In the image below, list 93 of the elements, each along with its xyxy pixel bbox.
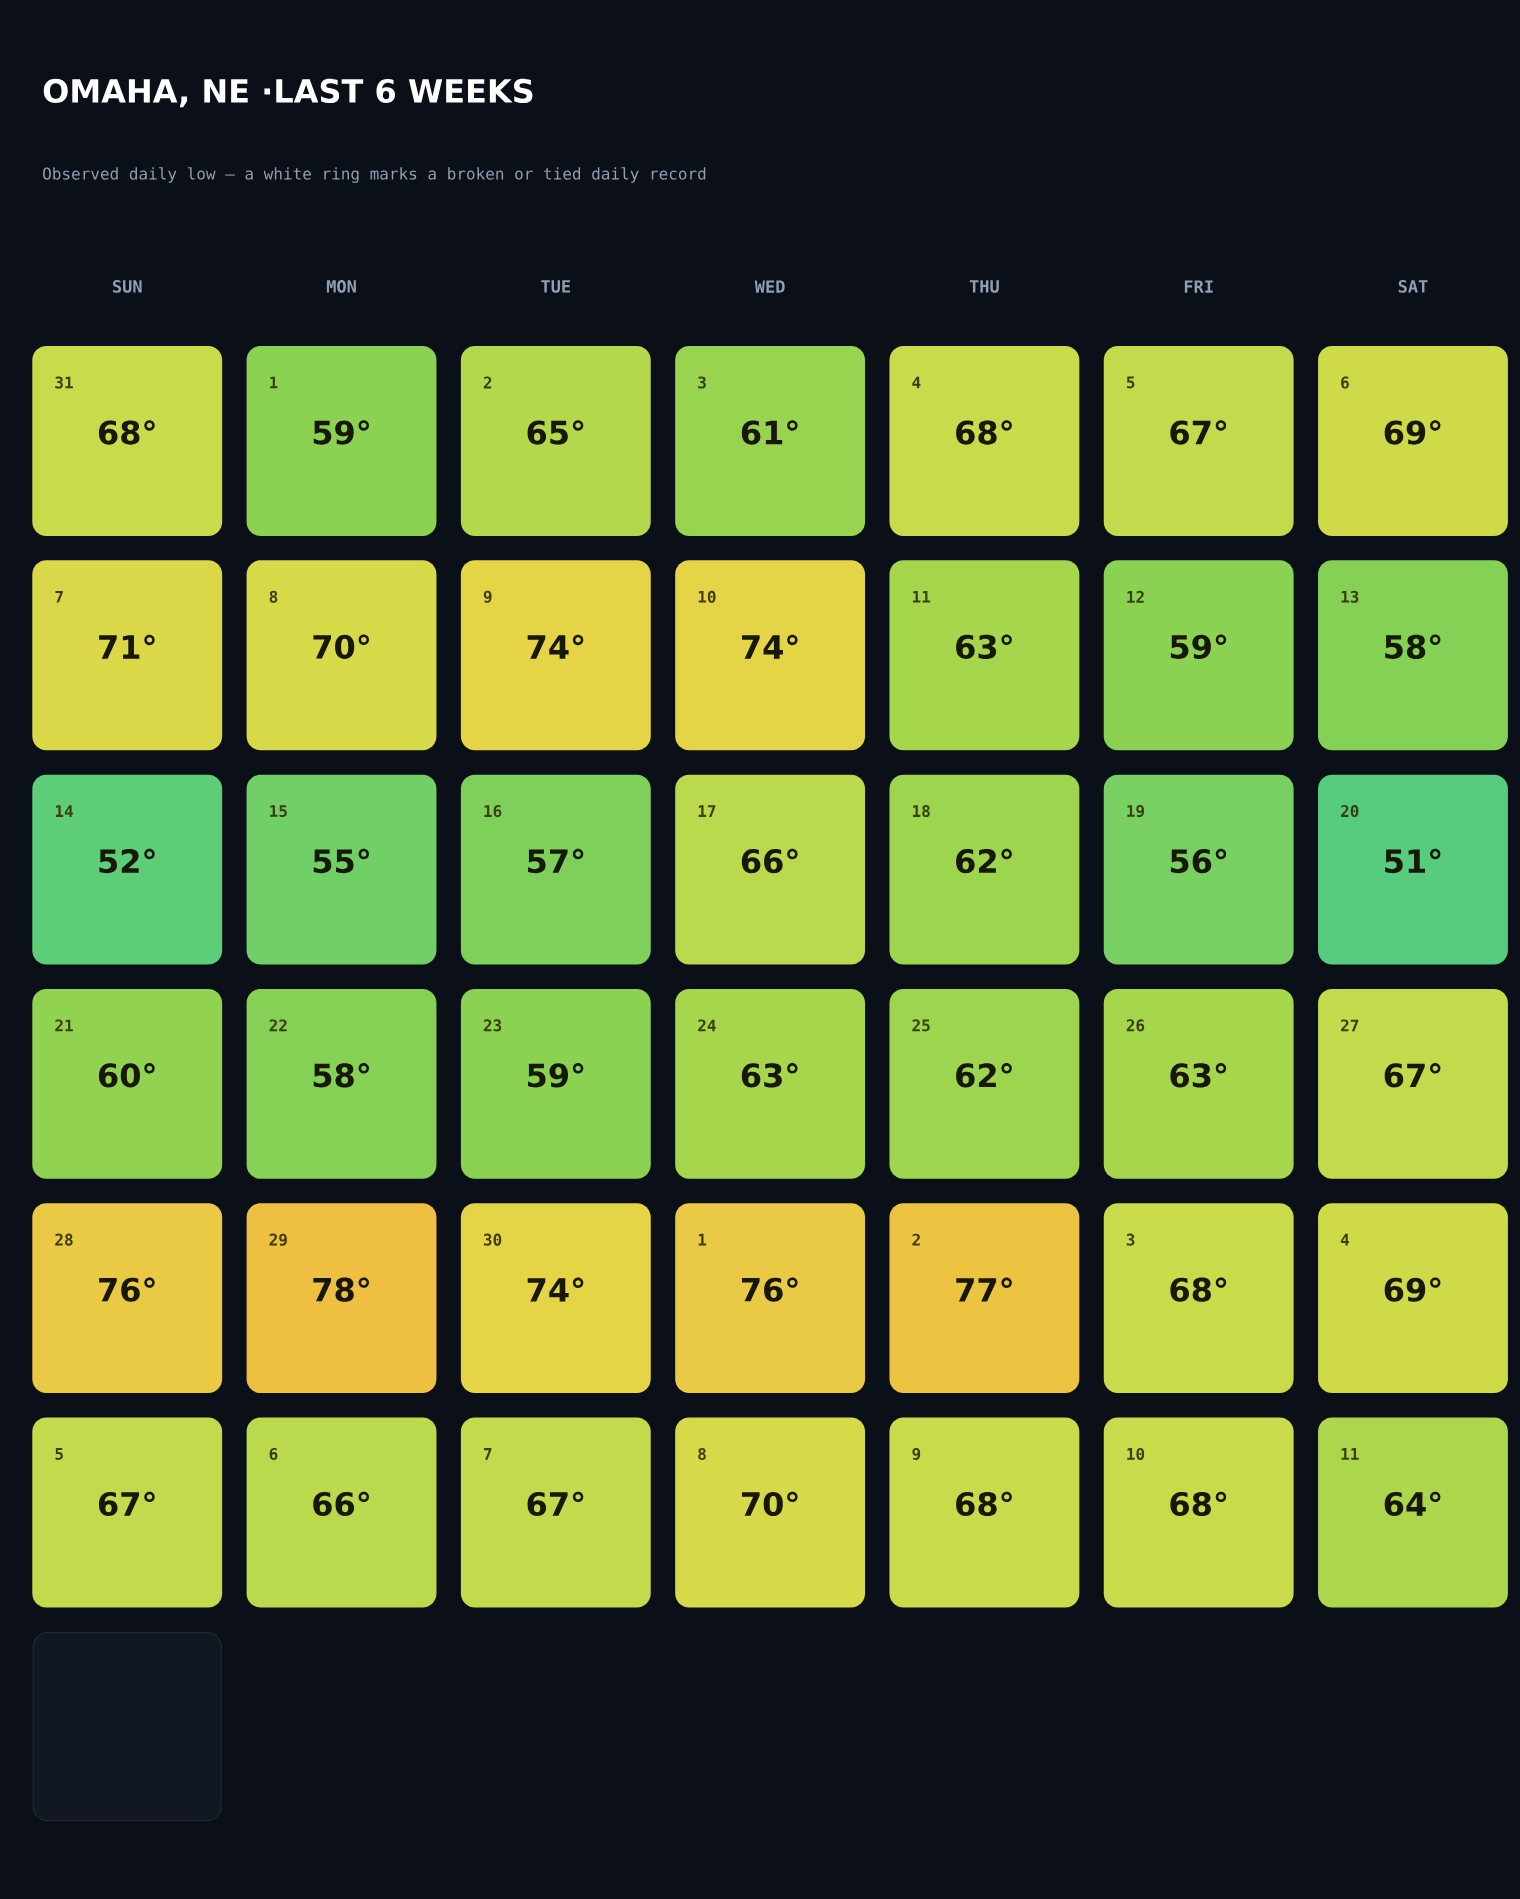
x-tick-label: FRI [1184, 280, 1213, 293]
data-label: 58° [1385, 634, 1441, 659]
x-tick-label: SAT [1398, 279, 1428, 293]
data-label: 68° [955, 420, 1012, 445]
annotation: 23 [483, 1019, 502, 1032]
annotation: 4 [912, 376, 921, 389]
annotation: 31 [55, 376, 73, 389]
annotation: 27 [1340, 1019, 1359, 1032]
data-label: 66° [313, 1491, 369, 1517]
annotation: 4 [1340, 1233, 1349, 1246]
data-label: 67° [98, 1491, 155, 1517]
data-label: 63° [955, 634, 1012, 659]
data-label: 74° [741, 634, 798, 659]
data-label: 61° [741, 420, 798, 445]
data-label: 71° [98, 634, 155, 659]
chart-title: OMAHA, NE ·LAST 6 WEEKS [43, 78, 533, 108]
data-label: 74° [527, 1277, 584, 1302]
data-label: 68° [1170, 1277, 1226, 1302]
data-label: 59° [527, 1063, 584, 1088]
data-label: 74° [527, 634, 584, 659]
annotation: 1 [269, 376, 278, 389]
chart-subtitle: Observed daily low — a white ring marks a broken or tied daily record [42, 167, 706, 183]
annotation: 11 [1341, 1448, 1359, 1460]
data-label: 69° [1384, 1277, 1441, 1302]
data-label: 78° [313, 1277, 369, 1302]
annotation: 21 [55, 1019, 73, 1032]
data-label: 76° [98, 1277, 155, 1302]
annotation: 10 [1127, 1447, 1144, 1460]
annotation: 10 [698, 590, 716, 603]
annotation: 26 [1126, 1019, 1145, 1032]
data-label: 51° [1385, 848, 1441, 874]
annotation: 9 [912, 1447, 920, 1460]
annotation: 5 [1126, 376, 1135, 389]
data-label: 70° [313, 634, 369, 659]
annotation: 18 [912, 805, 930, 818]
annotation: 2 [912, 1233, 920, 1246]
x-tick-label: TUE [541, 280, 570, 293]
data-label: 63° [741, 1063, 798, 1088]
annotation: 24 [698, 1019, 716, 1032]
data-label: 56° [1170, 848, 1226, 874]
annotation: 25 [912, 1019, 930, 1032]
annotation: 28 [55, 1233, 73, 1246]
data-label: 67° [527, 1491, 584, 1517]
annotation: 3 [698, 376, 706, 389]
annotation: 8 [698, 1447, 706, 1460]
data-label: 77° [956, 1277, 1012, 1302]
data-label: 62° [955, 848, 1012, 874]
x-tick-label: THU [969, 280, 999, 293]
annotation: 16 [484, 805, 502, 818]
data-label: 68° [1170, 1491, 1226, 1517]
data-label: 76° [741, 1277, 798, 1302]
annotation: 7 [483, 1448, 492, 1460]
annotation: 2 [483, 376, 492, 389]
data-label: 67° [1170, 420, 1226, 445]
annotation: 17 [698, 805, 716, 817]
annotation: 20 [1340, 805, 1359, 818]
data-label: 64° [1384, 1491, 1441, 1517]
annotation: 19 [1127, 805, 1144, 818]
x-tick-label: WED [754, 280, 785, 293]
annotation: 15 [269, 805, 287, 818]
data-label: 63° [1170, 1063, 1226, 1088]
data-label: 57° [527, 848, 584, 874]
data-label: 67° [1384, 1063, 1441, 1088]
annotation: 30 [483, 1233, 502, 1246]
x-tick-label: MON [326, 279, 356, 293]
data-label: 68° [955, 1491, 1012, 1517]
data-label: 52° [99, 848, 155, 874]
annotation: 1 [698, 1233, 706, 1246]
x-tick-label: SUN [112, 279, 142, 293]
data-label: 62° [955, 1063, 1012, 1088]
annotation: 29 [269, 1233, 287, 1246]
data-label: 65° [527, 420, 584, 445]
data-label: 68° [98, 420, 155, 445]
annotation: 3 [1126, 1233, 1135, 1246]
data-label: 70° [741, 1491, 798, 1517]
annotation: 14 [55, 805, 73, 817]
data-label: 69° [1384, 420, 1441, 445]
annotation: 9 [483, 590, 492, 603]
annotation: 6 [269, 1447, 278, 1461]
annotation: 7 [55, 590, 63, 603]
data-label: 55° [313, 848, 369, 874]
annotation: 22 [269, 1019, 287, 1032]
annotation: 12 [1127, 590, 1144, 603]
data-label: 59° [313, 420, 369, 445]
data-label: 58° [313, 1063, 369, 1088]
data-label: 59° [1170, 634, 1226, 659]
annotation: 11 [912, 590, 930, 603]
annotation: 6 [1341, 376, 1349, 389]
annotation: 13 [1341, 590, 1359, 603]
annotation: 8 [269, 590, 278, 603]
annotation: 5 [55, 1448, 63, 1460]
data-label: 66° [741, 848, 798, 874]
data-label: 60° [98, 1063, 155, 1088]
